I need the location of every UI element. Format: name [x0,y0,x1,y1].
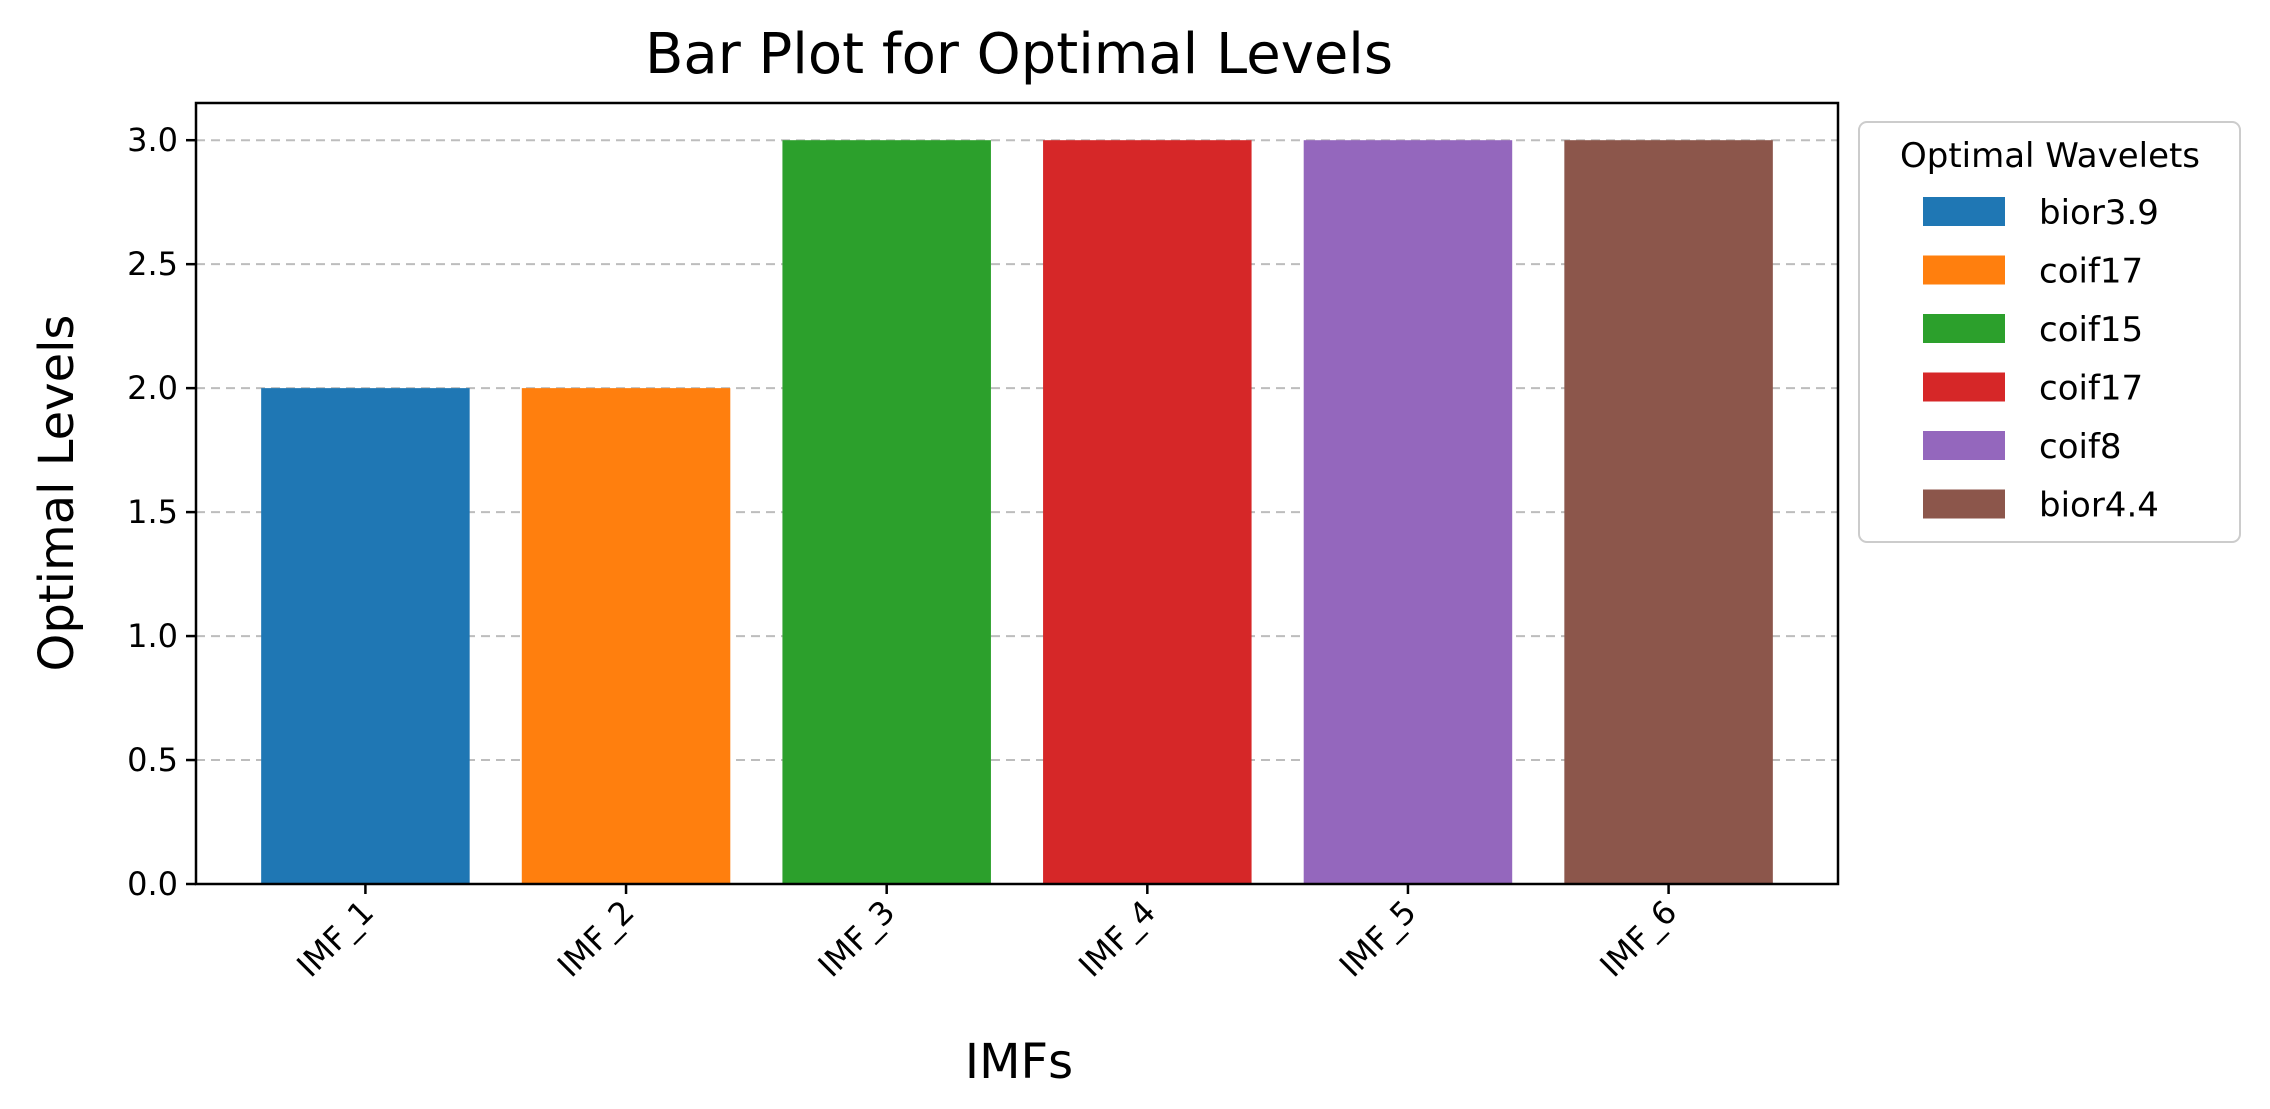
chart-title: Bar Plot for Optimal Levels [645,22,1393,87]
legend-label: bior3.9 [2039,193,2159,233]
legend-entries: bior3.9 coif17 coif15 coif17 coif8 bior4.4 [1923,193,2159,526]
bar-imf-5 [1303,140,1513,884]
y-tick-label: 2.5 [127,245,178,283]
bar-imf-1 [261,388,470,884]
x-tick-label: IMF_3 [811,893,903,985]
legend-swatch [1923,197,2005,226]
y-axis-title: Optimal Levels [29,315,85,672]
bar-imf-4 [1043,140,1252,884]
legend-swatch [1923,489,2005,519]
legend-label: bior4.4 [2039,486,2159,526]
x-tick-label: IMF_5 [1332,893,1424,985]
legend: Optimal Wavelets bior3.9 coif17 coif15 coif… [1858,121,2241,543]
y-tick-label: 1.5 [127,493,178,531]
legend-swatch [1923,372,2005,402]
legend-swatch [1923,255,2005,285]
y-tick-label: 2.0 [127,369,178,407]
y-axis-ticks: 0.0 0.5 1.0 1.5 2.0 2.5 3.0 [127,121,196,903]
y-tick-label: 0.0 [127,865,178,903]
bar-imf-2 [521,388,731,884]
plot-frame [194,101,1840,886]
bar-imf-6 [1564,140,1773,884]
y-tick-label: 1.0 [127,617,178,655]
bar-imf-3 [782,140,991,884]
x-axis-title: IMFs [965,1034,1073,1090]
x-tick-label: IMF_6 [1592,893,1684,985]
legend-swatch [1923,314,2005,343]
x-tick-label: IMF_1 [289,893,381,985]
legend-label: coif17 [2039,252,2143,292]
legend-label: coif8 [2039,427,2122,467]
legend-title: Optimal Wavelets [1900,136,2200,176]
legend-label: coif17 [2039,369,2143,409]
x-tick-label: IMF_2 [550,893,642,985]
x-tick-label: IMF_4 [1071,893,1163,985]
bars [261,140,1773,884]
x-axis-ticks: IMF_1 IMF_2 IMF_3 IMF_4 IMF_5 IMF_6 [289,884,1684,985]
legend-label: coif15 [2039,310,2143,350]
legend-swatch [1923,431,2005,460]
y-tick-label: 3.0 [127,121,178,159]
y-tick-label: 0.5 [127,741,178,779]
